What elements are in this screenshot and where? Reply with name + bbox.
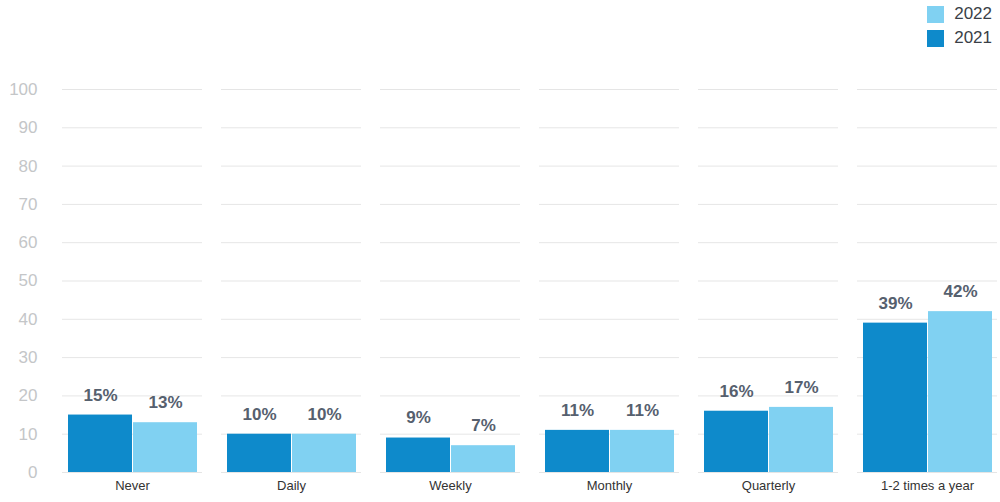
svg-text:40: 40 — [19, 310, 38, 329]
svg-text:39%: 39% — [878, 294, 912, 313]
svg-text:Daily: Daily — [277, 478, 306, 493]
svg-text:10%: 10% — [307, 405, 341, 424]
svg-text:11%: 11% — [626, 401, 659, 420]
svg-text:11%: 11% — [561, 401, 594, 420]
svg-text:15%: 15% — [83, 385, 117, 404]
svg-text:10: 10 — [19, 425, 38, 444]
svg-text:17%: 17% — [784, 378, 818, 397]
svg-text:70: 70 — [19, 195, 38, 214]
svg-text:42%: 42% — [943, 282, 977, 301]
svg-text:10%: 10% — [242, 405, 276, 424]
html-text:2022: 2022 — [954, 4, 992, 23]
svg-text:0: 0 — [28, 463, 37, 482]
svg-text:90: 90 — [19, 118, 38, 137]
html-text:2021: 2021 — [954, 28, 992, 47]
svg-text:60: 60 — [19, 233, 38, 252]
svg-text:13%: 13% — [148, 393, 182, 412]
svg-text:Monthly: Monthly — [587, 478, 633, 493]
svg-text:Never: Never — [115, 478, 150, 493]
svg-text:16%: 16% — [719, 382, 753, 401]
svg-text:Weekly: Weekly — [429, 478, 472, 493]
svg-text:9%: 9% — [406, 408, 431, 427]
svg-text:Quarterly: Quarterly — [742, 478, 796, 493]
svg-text:100: 100 — [9, 80, 37, 99]
svg-text:1-2 times a year: 1-2 times a year — [881, 478, 975, 493]
svg-text:20: 20 — [19, 386, 38, 405]
svg-text:80: 80 — [19, 157, 38, 176]
svg-text:50: 50 — [19, 271, 38, 290]
svg-text:30: 30 — [19, 348, 38, 367]
svg-text:7%: 7% — [471, 416, 496, 435]
